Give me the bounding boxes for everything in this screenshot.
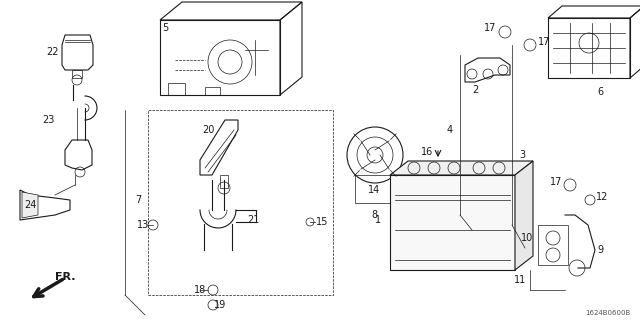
Text: 8: 8 (371, 210, 377, 220)
Text: 3: 3 (519, 150, 525, 160)
Bar (148, 110, 333, 295)
Text: 17: 17 (484, 23, 496, 33)
Text: 23: 23 (42, 115, 54, 125)
Text: 7: 7 (135, 195, 141, 205)
Text: 19: 19 (214, 300, 226, 310)
Text: FR.: FR. (55, 272, 76, 282)
Polygon shape (515, 161, 533, 270)
Text: 21: 21 (247, 215, 259, 225)
Text: 6: 6 (597, 87, 603, 97)
Text: 10: 10 (521, 233, 533, 243)
Bar (355, 175, 393, 203)
Text: 24: 24 (24, 200, 36, 210)
Text: 4: 4 (447, 125, 453, 135)
Text: 17: 17 (550, 177, 562, 187)
Text: 20: 20 (202, 125, 214, 135)
Text: 2: 2 (472, 85, 478, 95)
Text: 11: 11 (514, 275, 526, 285)
Text: 1624B0600B: 1624B0600B (585, 310, 630, 316)
Text: 16: 16 (421, 147, 433, 157)
Text: 14: 14 (368, 185, 380, 195)
Polygon shape (390, 161, 533, 175)
Text: 13: 13 (137, 220, 149, 230)
Polygon shape (390, 175, 515, 270)
Text: 15: 15 (316, 217, 328, 227)
Text: 9: 9 (597, 245, 603, 255)
Text: 22: 22 (45, 47, 58, 57)
Bar (538, 225, 568, 265)
Text: 18: 18 (194, 285, 206, 295)
Text: 5: 5 (162, 23, 168, 33)
Polygon shape (22, 192, 38, 218)
Text: 17: 17 (538, 37, 550, 47)
Text: 12: 12 (596, 192, 608, 202)
Text: 1: 1 (375, 215, 381, 225)
